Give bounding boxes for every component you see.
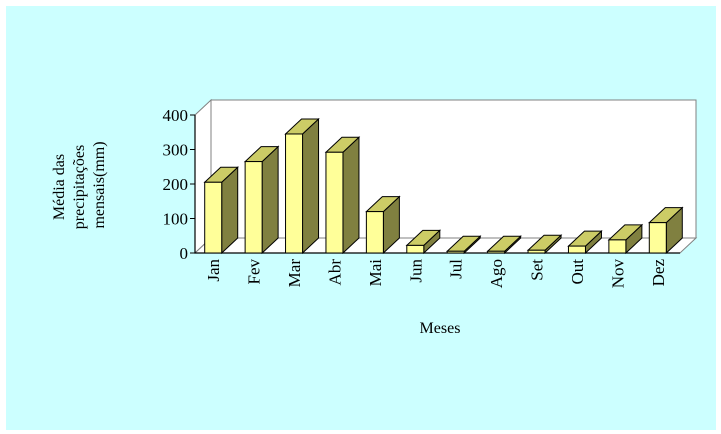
bar-front [204,181,223,254]
y-tick-label: 200 [163,175,189,194]
bar-side [302,117,320,255]
bar-front [244,161,263,254]
bar-jun [405,229,442,255]
bar-mai [365,195,401,255]
plot-back-wall [210,99,697,239]
bar-front [527,249,546,254]
bar-front [446,250,465,254]
bar-fev [243,145,280,255]
x-tick-label: Ago [487,259,506,288]
x-tick-label: Fev [245,259,264,285]
bar-mar [284,117,320,255]
bar-ago [486,235,522,255]
x-tick-label: Mar [285,259,304,288]
bar-front [406,244,425,254]
bar-front [648,222,667,254]
y-axis-label-line-3: mensais(mm) [91,141,108,228]
bar-nov [607,223,644,255]
bar-front [365,211,384,254]
y-tick-label: 0 [180,244,189,263]
x-tick-label: Mai [366,259,385,287]
y-axis-label-line-2: precipitações [71,145,88,229]
bar-front [487,250,506,254]
bar-front [285,133,304,254]
bar-front [608,239,627,254]
x-tick-label: Set [528,259,547,281]
x-tick-label: Jan [204,259,223,282]
x-tick-label: Jun [406,259,425,283]
y-tick-label: 100 [163,210,189,229]
y-axis-label: Média das precipitações mensais(mm) [51,141,108,229]
bar-jul [445,235,482,255]
x-tick-label: Out [568,259,587,285]
bar-side [261,145,279,255]
bar-abr [324,136,361,255]
x-tick-label: Jul [447,259,466,279]
x-axis-label: Meses [420,320,461,337]
x-tick-label: Dez [649,259,668,287]
y-tick-label: 400 [163,106,189,125]
x-tick-label: Abr [325,259,344,286]
bar-jan [203,166,239,255]
bar-set [526,234,563,255]
y-axis-label-line-1: Média das [51,154,68,220]
x-tick-label: Nov [608,259,627,289]
bar-front [325,151,344,254]
y-tick-label: 300 [163,141,189,160]
bar-side [342,136,360,255]
bar-front [567,245,586,254]
bar-dez [648,206,684,255]
bar-out [567,229,603,255]
